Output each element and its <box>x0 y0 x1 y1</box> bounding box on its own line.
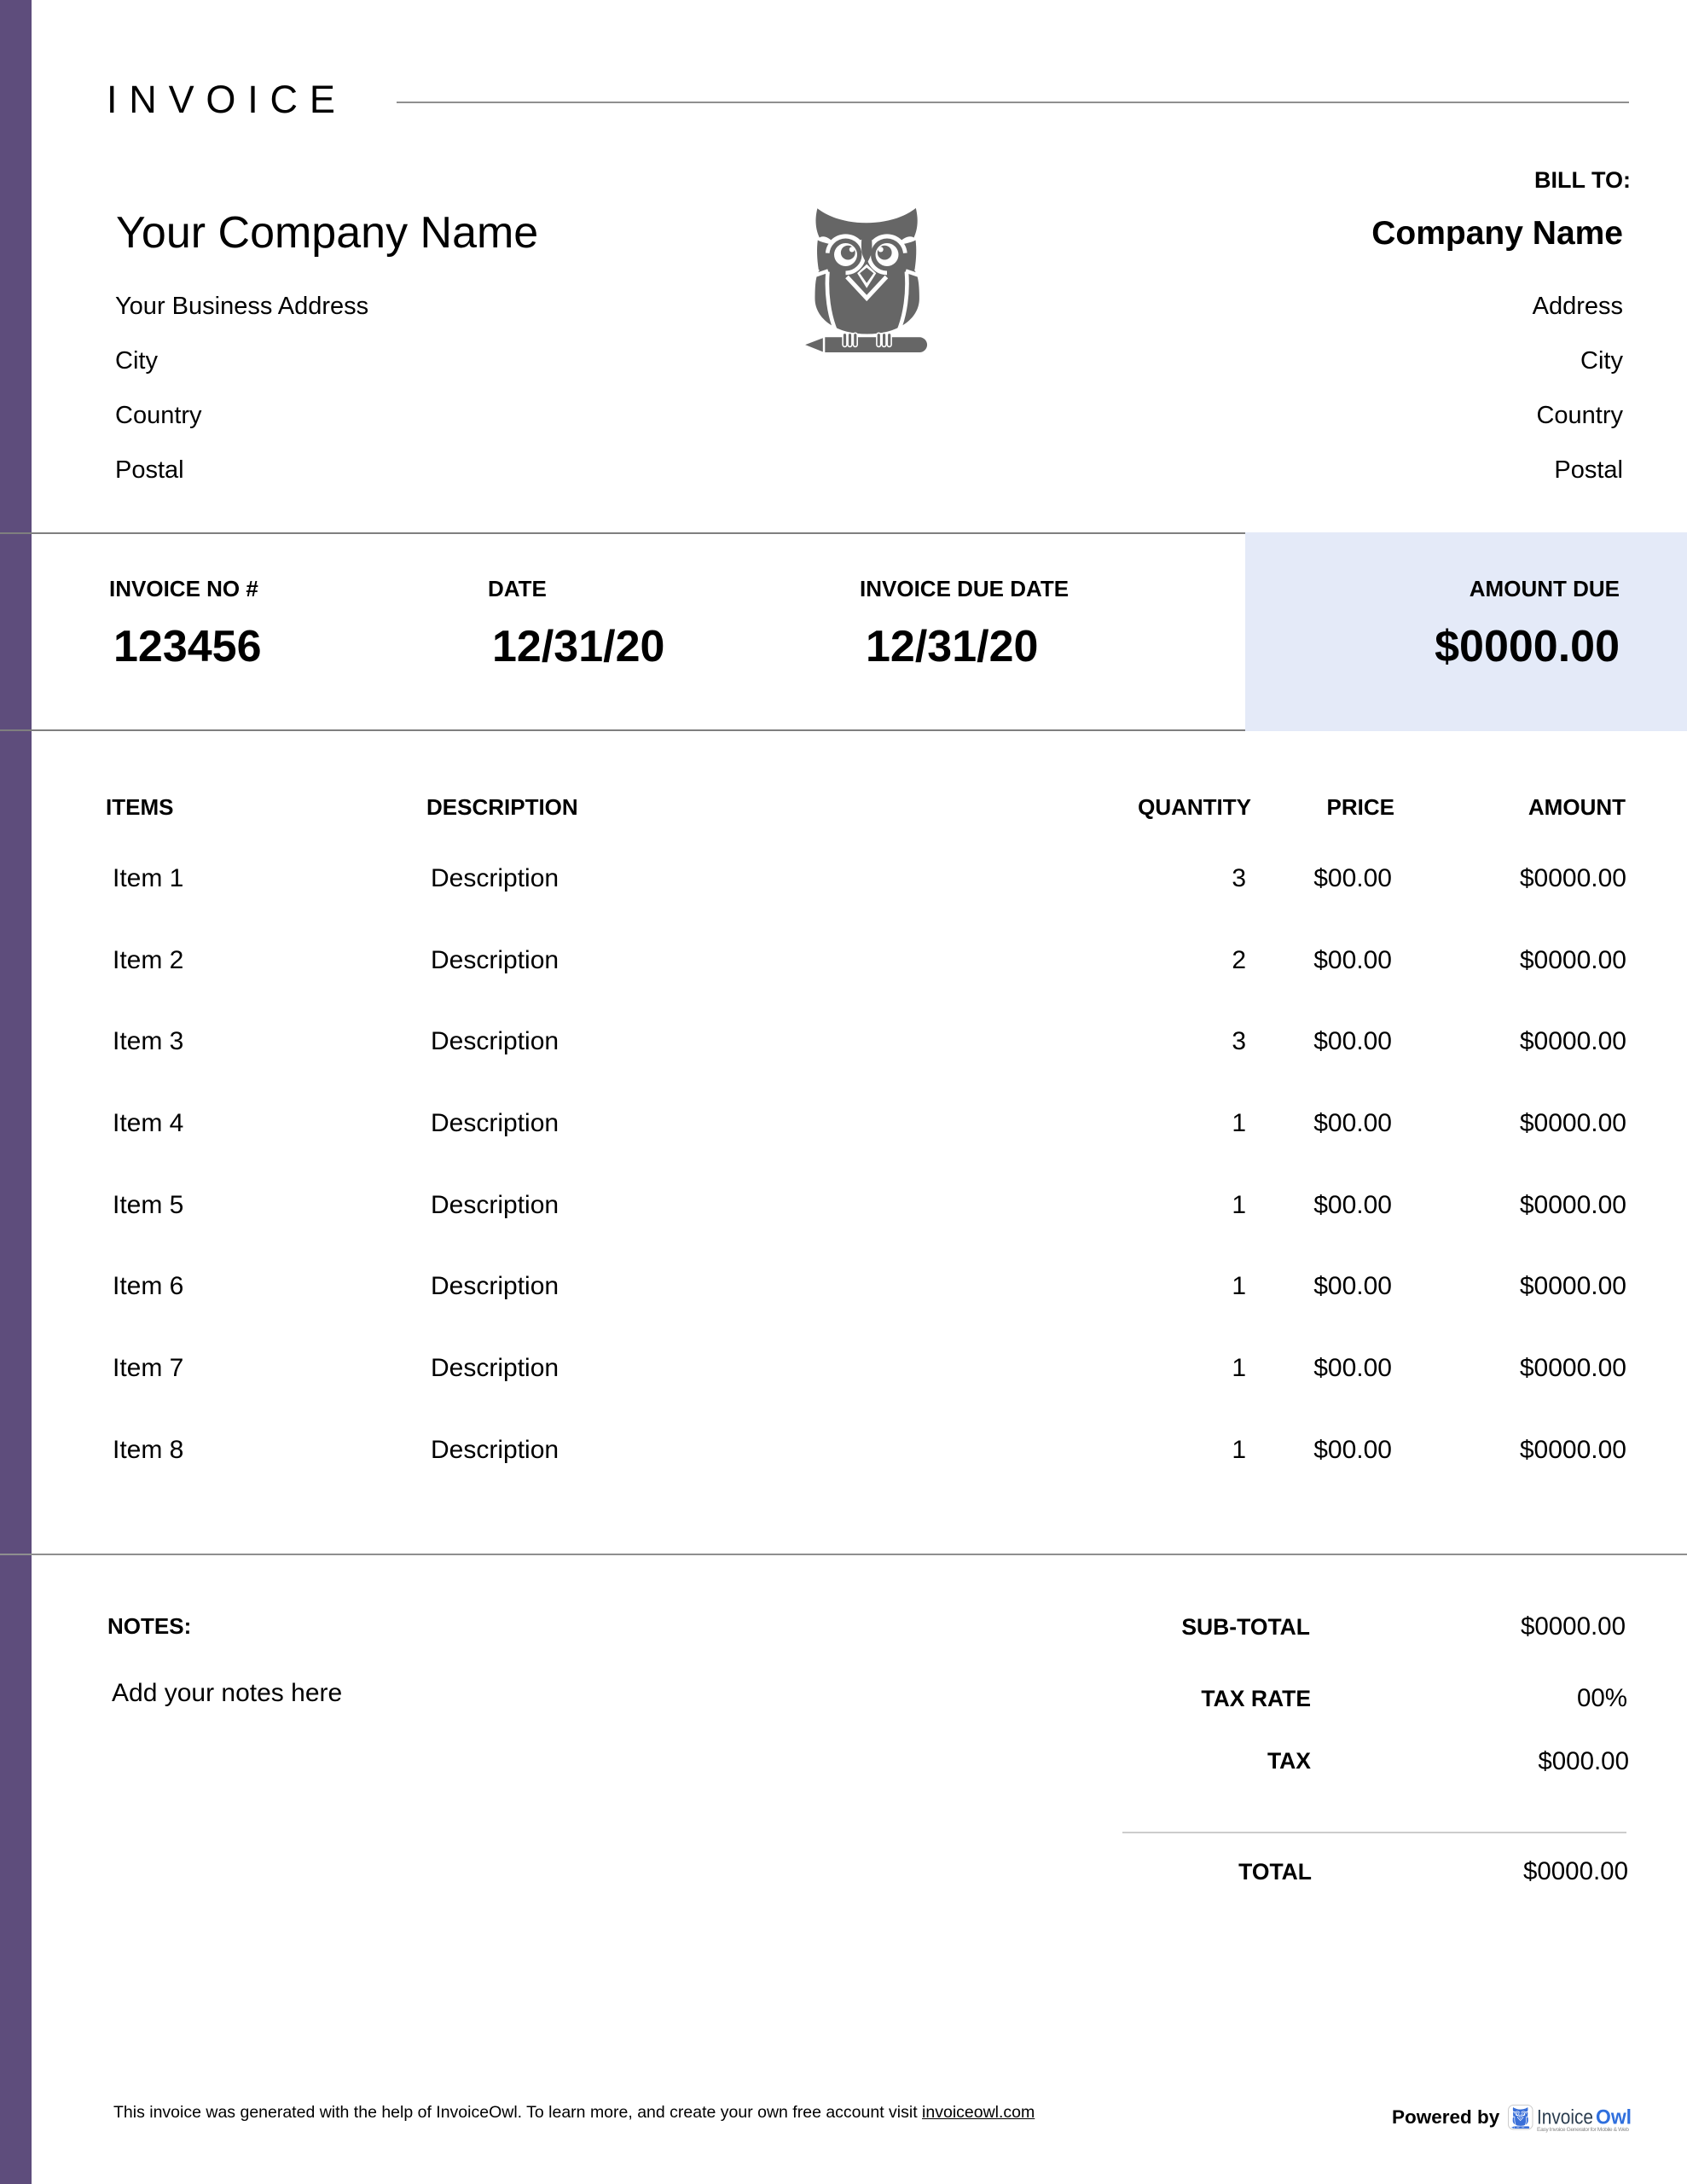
svg-text:Invoice: Invoice <box>1537 2106 1593 2129</box>
svg-text:Owl: Owl <box>1596 2106 1632 2129</box>
svg-text:Easy Invoice Generator for Mob: Easy Invoice Generator for Mobile & Web <box>1537 2127 1629 2133</box>
